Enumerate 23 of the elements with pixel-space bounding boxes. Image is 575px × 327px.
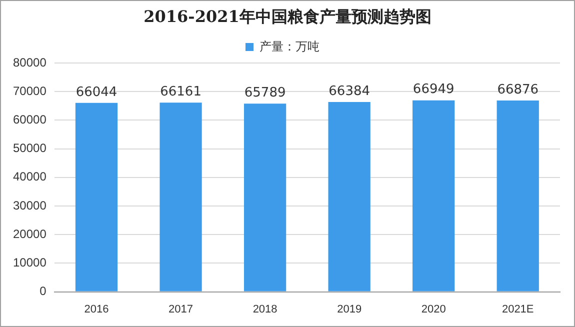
data-label: 66161: [160, 84, 202, 100]
x-tick-label: 2018: [252, 303, 278, 316]
data-label: 65789: [244, 86, 286, 101]
x-tick-label: 2016: [84, 303, 109, 316]
y-tick-label: 30000: [12, 198, 47, 212]
data-label: 66044: [76, 84, 118, 100]
chart-title: 2016-2021年中国粮食产量预测趋势图: [142, 7, 432, 28]
y-tick-label: 40000: [12, 170, 47, 184]
data-label: 66876: [497, 82, 539, 98]
x-tick-label: 2020: [421, 303, 446, 316]
y-tick-label: 80000: [12, 55, 47, 70]
y-tick-label: 60000: [12, 112, 47, 127]
data-label: 66384: [328, 84, 370, 99]
y-tick-label: 70000: [12, 84, 47, 98]
data-label: 66949: [412, 82, 454, 98]
x-tick-label: 2017: [168, 303, 194, 316]
x-tick-label: 2021E: [502, 303, 534, 316]
legend-label: 产量：万吨: [260, 39, 320, 54]
y-tick-label: 20000: [12, 226, 47, 241]
y-tick-label: 50000: [12, 141, 47, 156]
x-tick-label: 2019: [337, 303, 362, 316]
y-tick-label: 0: [40, 284, 47, 298]
y-tick-label: 10000: [12, 256, 47, 270]
